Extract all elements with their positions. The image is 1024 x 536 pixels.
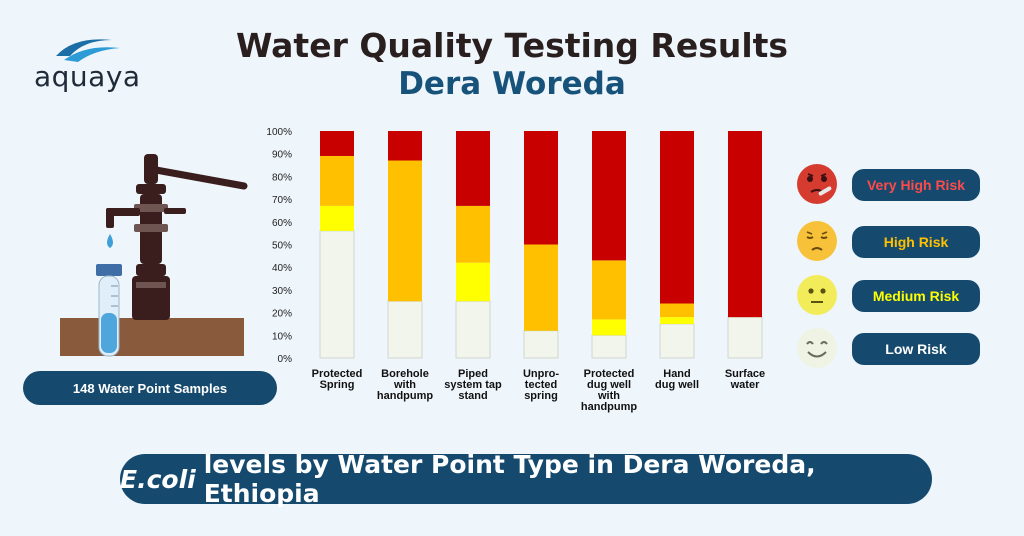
bar-segment-low-risk — [523, 330, 559, 359]
page-title: Water Quality Testing Results — [235, 26, 789, 65]
ground-icon — [60, 318, 244, 356]
bar-segment-high-risk — [660, 303, 694, 318]
bar-segment-low-risk — [387, 300, 423, 359]
bar-segment-medium-risk — [660, 317, 694, 324]
bar-segment-high-risk — [592, 260, 626, 320]
very-high-risk-face-icon — [797, 164, 837, 204]
pump-icon — [106, 154, 248, 320]
legend-label-text: Low Risk — [885, 341, 947, 357]
y-tick-label: 80% — [272, 172, 292, 183]
bar-segment-very-high-risk — [456, 131, 490, 206]
bar-segment-very-high-risk — [388, 131, 422, 161]
bar-segment-medium-risk — [592, 319, 626, 336]
x-category-label: Protected Spring — [312, 368, 363, 391]
bar-segment-low-risk — [319, 230, 355, 359]
samples-badge: 148 Water Point Samples — [23, 371, 277, 405]
caption-text: levels by Water Point Type in Dera Wored… — [203, 450, 816, 508]
aquaya-logo — [56, 39, 120, 62]
medium-risk-face-icon — [797, 275, 837, 315]
x-category-label: Piped system tap stand — [444, 368, 502, 402]
water-drop-icon — [107, 234, 113, 248]
x-category-label: Protected dug well with handpump — [581, 368, 637, 413]
x-category-label: Hand dug well — [655, 368, 699, 391]
bar-segment-high-risk — [456, 205, 490, 263]
bar-segment-medium-risk — [456, 262, 490, 302]
legend-label-text: Medium Risk — [872, 288, 960, 304]
hand-pump-illustration — [60, 154, 248, 357]
bar-segment-very-high-risk — [728, 131, 762, 318]
high-risk-face-icon — [797, 221, 837, 261]
y-tick-label: 0% — [278, 354, 293, 365]
bar-segment-very-high-risk — [592, 131, 626, 261]
y-tick-label: 70% — [272, 195, 292, 206]
bar-segment-low-risk — [659, 323, 695, 359]
y-tick-label: 40% — [272, 263, 292, 274]
legend-label: Very High Risk — [852, 169, 980, 201]
y-tick-label: 30% — [272, 286, 292, 297]
y-tick-label: 60% — [272, 218, 292, 229]
y-tick-label: 20% — [272, 309, 292, 320]
test-tube-icon — [96, 264, 122, 357]
legend-high-risk: High Risk — [796, 220, 986, 261]
bar-segment-very-high-risk — [524, 131, 558, 245]
y-tick-label: 10% — [272, 331, 292, 342]
caption-emphasis: E.coli — [120, 464, 196, 494]
y-tick-label: 50% — [272, 241, 292, 252]
y-tick-label: 90% — [272, 150, 292, 161]
legend-label-text: High Risk — [883, 234, 949, 250]
legend-medium-risk: Medium Risk — [796, 274, 986, 315]
low-risk-face-icon — [797, 328, 837, 368]
bar-segment-high-risk — [320, 155, 354, 206]
logo-text: aquaya — [34, 60, 141, 93]
x-category-label: Surface water — [725, 368, 765, 391]
bar-segment-high-risk — [388, 160, 422, 302]
bar-segment-high-risk — [524, 244, 558, 331]
bar-segment-medium-risk — [320, 205, 354, 231]
x-category-label: Unpro-tected spring — [523, 368, 559, 402]
legend-label: High Risk — [852, 226, 980, 258]
legend-label-text: Very High Risk — [866, 177, 966, 193]
stacked-bar-chart: 0% 10% 20% 30% 40% 50% 60% 70% 80% 90% 100% Protect… — [266, 127, 765, 413]
chart-caption: E.coli levels by Water Point Type in Der… — [120, 450, 932, 508]
bar-segment-low-risk — [455, 300, 491, 359]
page-subtitle: Dera Woreda — [398, 66, 626, 102]
bar-segment-low-risk — [591, 334, 627, 359]
legend-very-high-risk: Very High Risk — [796, 163, 986, 204]
y-tick-label: 100% — [266, 127, 292, 138]
legend-label: Medium Risk — [852, 280, 980, 312]
x-category-label: Borehole with handpump — [377, 368, 433, 402]
bar-segment-very-high-risk — [660, 131, 694, 304]
bar-segment-low-risk — [727, 316, 763, 359]
legend-label: Low Risk — [852, 333, 980, 365]
bar-segment-very-high-risk — [320, 131, 354, 156]
legend-low-risk: Low Risk — [796, 327, 986, 368]
